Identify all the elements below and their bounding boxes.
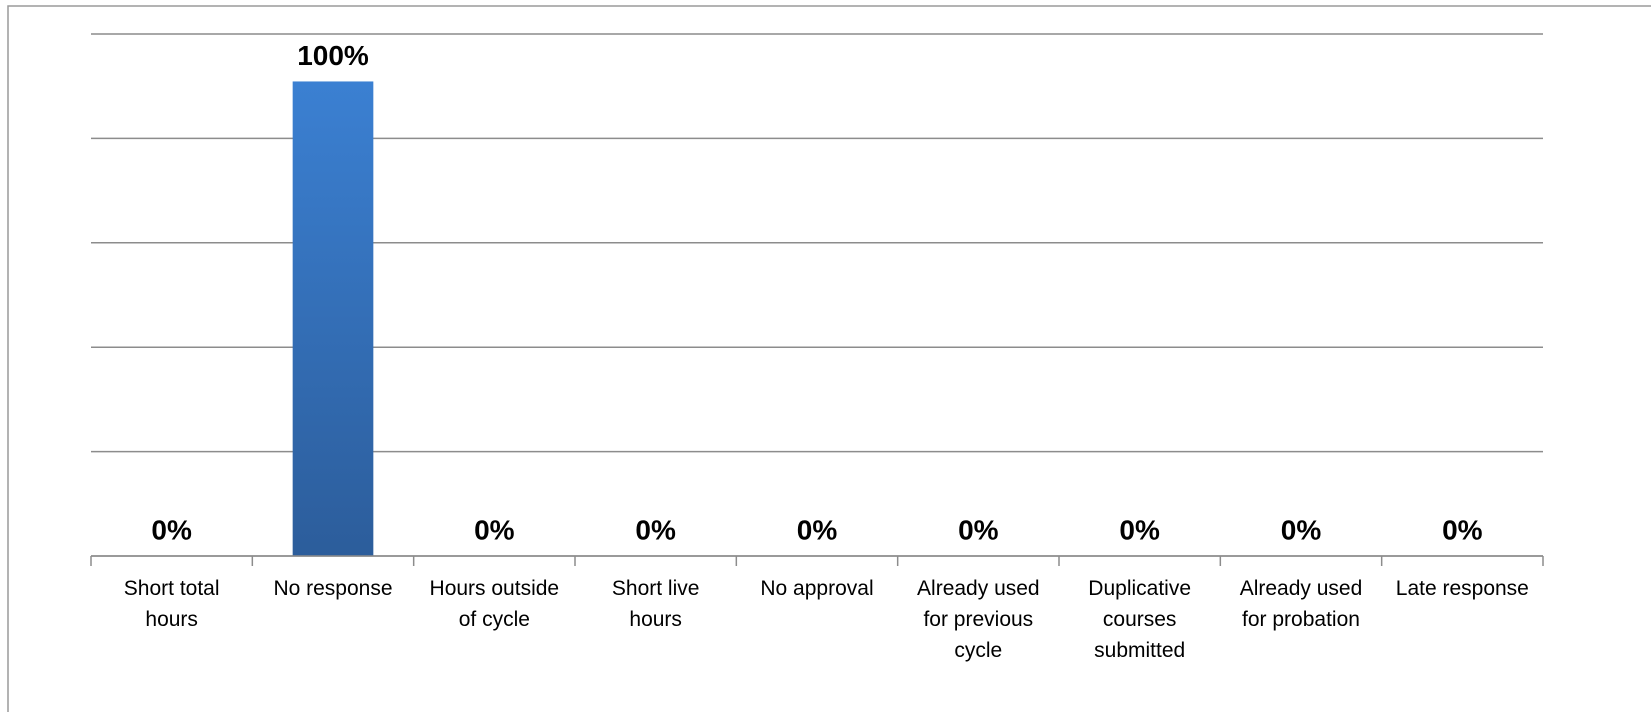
- data-label: 0%: [1119, 514, 1160, 545]
- data-label: 0%: [1281, 514, 1322, 545]
- data-label: 0%: [958, 514, 999, 545]
- x-tick-label: Already used for probation: [1240, 577, 1363, 631]
- x-tick-label: Short live hours: [612, 577, 700, 631]
- x-tick-label: Hours outside of cycle: [430, 577, 560, 631]
- data-label: 0%: [635, 514, 676, 545]
- x-tick-label: No response: [273, 577, 392, 600]
- data-label: 0%: [151, 514, 192, 545]
- x-tick-label: No approval: [760, 577, 873, 600]
- x-tick-label: Short total hours: [124, 577, 220, 631]
- data-label: 0%: [1442, 514, 1483, 545]
- x-tick-label: Late response: [1396, 577, 1529, 600]
- data-label: 0%: [797, 514, 838, 545]
- chart-frame: [7, 5, 1651, 712]
- data-label: 0%: [474, 514, 515, 545]
- x-tick-label: Duplicative courses submitted: [1088, 577, 1191, 662]
- x-tick-label: Already used for previous cycle: [917, 577, 1040, 662]
- data-label: 100%: [297, 40, 369, 71]
- bar: [292, 81, 374, 557]
